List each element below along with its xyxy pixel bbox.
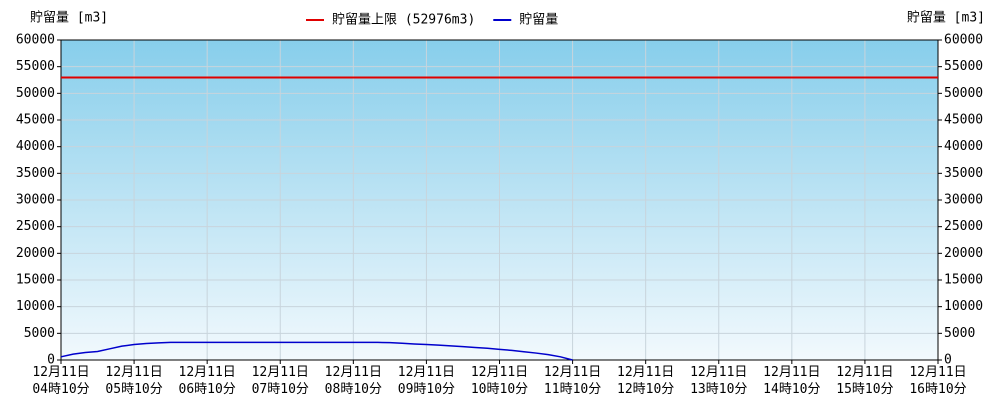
y-tick-label: 0 — [47, 353, 55, 368]
x-tick-label: 12月11日 15時10分 — [836, 365, 893, 397]
y2-tick-label: 25000 — [944, 219, 983, 234]
x-tick-label: 12月11日 06時10分 — [179, 365, 236, 397]
y-tick-label: 5000 — [24, 326, 55, 341]
y-tick-label: 55000 — [16, 59, 55, 74]
x-tick-label: 12月11日 12時10分 — [617, 365, 674, 397]
x-tick-label: 12月11日 10時10分 — [471, 365, 528, 397]
y2-tick-label: 40000 — [944, 139, 983, 154]
y-tick-label: 60000 — [16, 33, 55, 48]
y-tick-label: 25000 — [16, 219, 55, 234]
y-tick-label: 30000 — [16, 193, 55, 208]
y-tick-label: 10000 — [16, 299, 55, 314]
x-tick-label: 12月11日 04時10分 — [32, 365, 89, 397]
y-axis-label: 貯留量 [m3] — [30, 11, 108, 26]
y2-tick-label: 15000 — [944, 273, 983, 288]
x-tick-label: 12月11日 09時10分 — [398, 365, 455, 397]
y2-tick-label: 20000 — [944, 246, 983, 261]
x-tick-label: 12月11日 07時10分 — [252, 365, 309, 397]
y-tick-label: 40000 — [16, 139, 55, 154]
y2-tick-label: 50000 — [944, 86, 983, 101]
x-tick-label: 12月11日 14時10分 — [763, 365, 820, 397]
y2-tick-label: 35000 — [944, 166, 983, 181]
y2-tick-label: 10000 — [944, 299, 983, 314]
x-tick-label: 12月11日 05時10分 — [105, 365, 162, 397]
x-tick-label: 12月11日 11時10分 — [544, 365, 601, 397]
y2-tick-label: 60000 — [944, 33, 983, 48]
data-line — [60, 341, 573, 361]
y2-tick-label: 5000 — [944, 326, 975, 341]
y-tick-label: 20000 — [16, 246, 55, 261]
y2-tick-label: 55000 — [944, 59, 983, 74]
y2-tick-label: 0 — [944, 353, 952, 368]
x-tick-label: 12月11日 08時10分 — [325, 365, 382, 397]
x-tick-label: 12月11日 16時10分 — [909, 365, 966, 397]
y-tick-label: 45000 — [16, 113, 55, 128]
y2-tick-label: 45000 — [944, 113, 983, 128]
y-tick-label: 15000 — [16, 273, 55, 288]
plot-border — [60, 39, 939, 361]
y2-axis-label: 貯留量 [m3] — [907, 11, 985, 26]
y-tick-label: 50000 — [16, 86, 55, 101]
y-tick-label: 35000 — [16, 166, 55, 181]
y2-tick-label: 30000 — [944, 193, 983, 208]
legend-label: 貯留量 — [519, 13, 558, 28]
x-tick-label: 12月11日 13時10分 — [690, 365, 747, 397]
legend-label: 貯留量上限 (52976m3) — [332, 13, 475, 28]
